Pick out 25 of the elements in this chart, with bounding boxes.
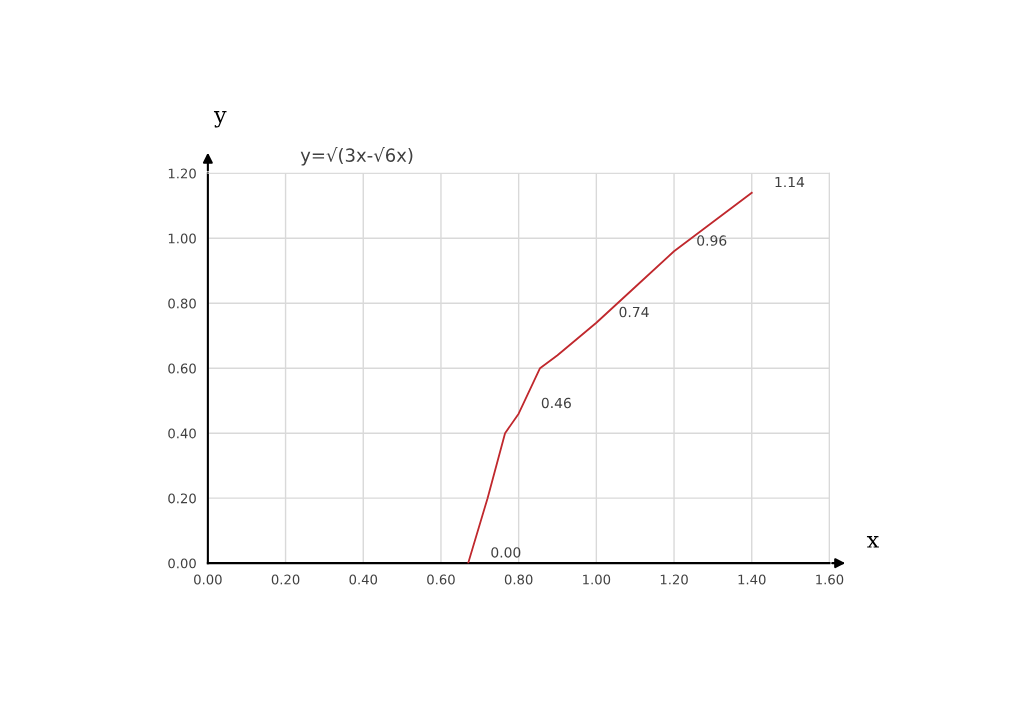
x-tick-label: 1.20 bbox=[660, 574, 688, 585]
data-label: 1.14 bbox=[775, 176, 805, 188]
y-axis-title: y bbox=[213, 111, 227, 128]
data-label: 0.46 bbox=[541, 397, 571, 409]
y-tick-label: 1.20 bbox=[168, 168, 196, 179]
data-label: 0.96 bbox=[697, 235, 727, 246]
y-tick-label: 0.40 bbox=[168, 428, 196, 439]
x-tick-label: 1.60 bbox=[816, 574, 844, 585]
x-tick-label: 1.00 bbox=[583, 574, 611, 585]
x-axis-title: x bbox=[866, 536, 879, 548]
y-tick-label: 0.00 bbox=[168, 558, 196, 569]
data-label: 0.74 bbox=[619, 306, 649, 318]
x-tick-label: 0.20 bbox=[271, 574, 300, 585]
x-tick-label: 1.40 bbox=[738, 574, 766, 585]
y-tick-label: 1.00 bbox=[168, 233, 196, 244]
line-series bbox=[467, 191, 753, 564]
x-tick-label: 0.40 bbox=[349, 574, 378, 585]
y-tick-label: 0.20 bbox=[168, 493, 196, 504]
y-tick-label: 0.80 bbox=[168, 298, 196, 309]
x-tick-label: 0.60 bbox=[427, 574, 455, 585]
chart-title: y=√(3x-√6x) bbox=[300, 147, 413, 166]
y-tick-label: 0.60 bbox=[168, 363, 196, 374]
x-tick-label: 0.00 bbox=[194, 574, 222, 585]
x-tick-label: 0.80 bbox=[504, 574, 533, 585]
data-label: 0.00 bbox=[491, 547, 521, 558]
